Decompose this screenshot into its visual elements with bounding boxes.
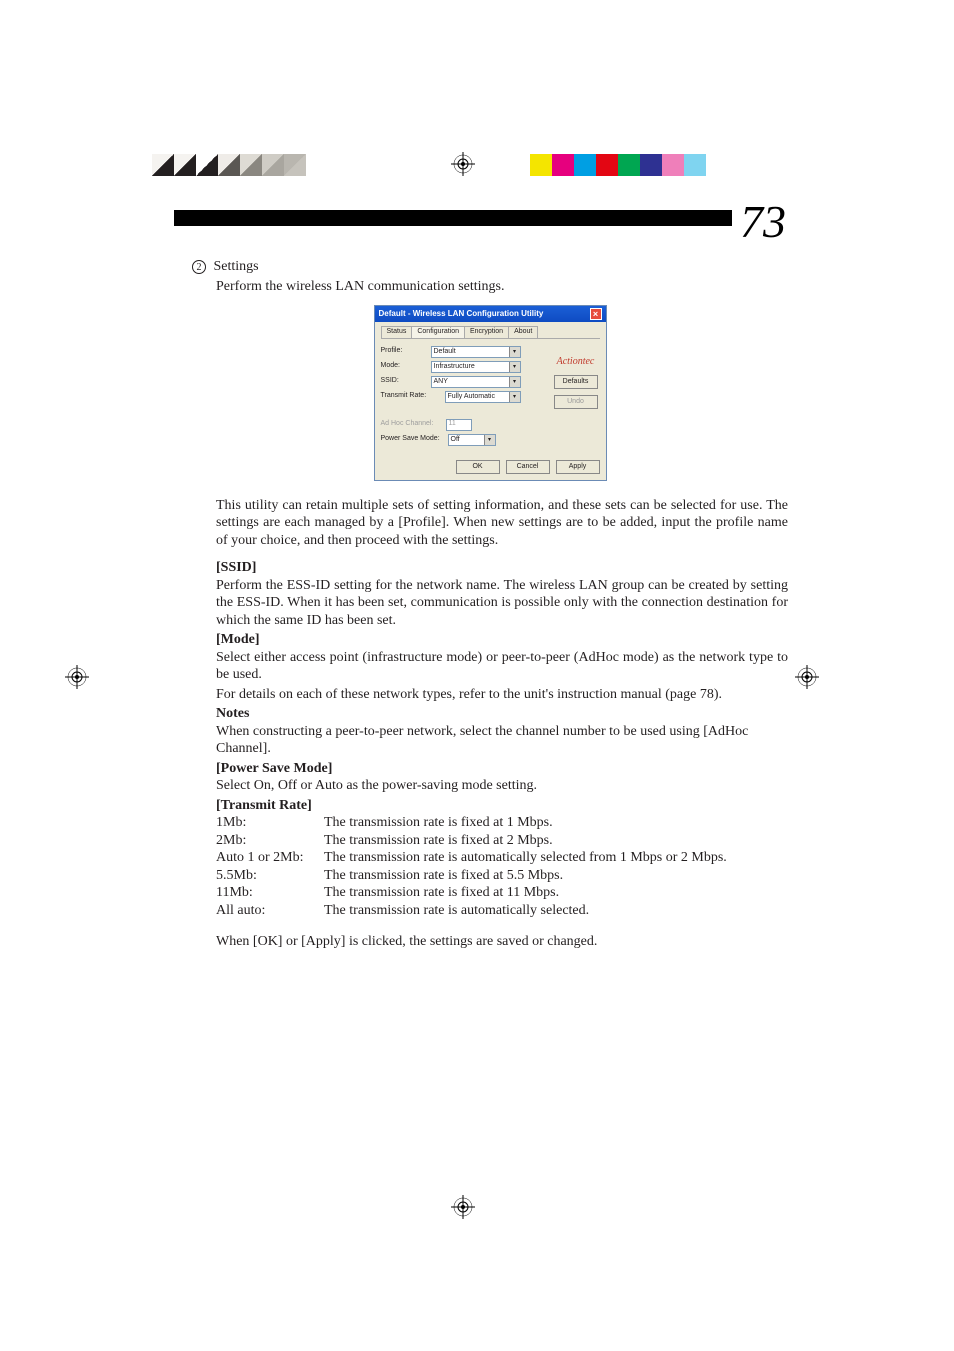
- mode-label: Mode:: [381, 362, 431, 371]
- step-number: 2: [192, 260, 206, 274]
- step-title: Settings: [214, 259, 259, 274]
- txrate-row: All auto:The transmission rate is automa…: [216, 902, 788, 920]
- dialog-title-text: Default - Wireless LAN Configuration Uti…: [379, 309, 544, 319]
- ok-button[interactable]: OK: [456, 460, 500, 474]
- ssid-select[interactable]: ANY▾: [431, 376, 521, 388]
- wlan-config-dialog: Default - Wireless LAN Configuration Uti…: [374, 305, 607, 481]
- color-swatch: [640, 154, 662, 176]
- mode-select[interactable]: Infrastructure▾: [431, 361, 521, 373]
- step-heading: 2 Settings: [192, 258, 788, 276]
- txrate-label: Transmit Rate:: [381, 392, 431, 401]
- dialog-titlebar: Default - Wireless LAN Configuration Uti…: [375, 306, 606, 322]
- notes-heading: Notes: [216, 705, 788, 723]
- txrate-desc: The transmission rate is fixed at 2 Mbps…: [324, 832, 553, 850]
- txrate-label: All auto:: [216, 902, 324, 920]
- profile-select[interactable]: Default▾: [431, 346, 521, 358]
- registration-mark-bottom: [451, 1195, 475, 1219]
- mode-heading: [Mode]: [216, 631, 788, 649]
- color-swatch: [552, 154, 574, 176]
- tab-encryption[interactable]: Encryption: [464, 326, 509, 338]
- page-content: 2 Settings Perform the wireless LAN comm…: [192, 258, 788, 951]
- txrate-desc: The transmission rate is automatically s…: [324, 849, 727, 867]
- txrate-label: Auto 1 or 2Mb:: [216, 849, 324, 867]
- registration-mark-right: [795, 665, 819, 689]
- apply-button[interactable]: Apply: [556, 460, 600, 474]
- chevron-down-icon: ▾: [484, 435, 495, 445]
- intro-paragraph: This utility can retain multiple sets of…: [216, 497, 788, 550]
- chevron-down-icon: ▾: [509, 362, 520, 372]
- mode-text-1: Select either access point (infrastructu…: [216, 649, 788, 684]
- adhoc-label: Ad Hoc Channel:: [381, 420, 446, 429]
- page-number: 73: [732, 195, 786, 248]
- chevron-down-icon: ▾: [509, 377, 520, 387]
- psm-select[interactable]: Off▾: [448, 434, 496, 446]
- txrate-row: 11Mb:The transmission rate is fixed at 1…: [216, 884, 788, 902]
- color-swatch: [684, 154, 706, 176]
- grayscale-swatch: [284, 154, 306, 176]
- registration-mark-top: [451, 152, 475, 176]
- txrate-label: 1Mb:: [216, 814, 324, 832]
- grayscale-swatch: [152, 154, 174, 176]
- mode-text-2: For details on each of these network typ…: [216, 686, 788, 704]
- txrate-desc: The transmission rate is automatically s…: [324, 902, 589, 920]
- txrate-label: 11Mb:: [216, 884, 324, 902]
- grayscale-swatch: [196, 154, 218, 176]
- registration-mark-left: [65, 665, 89, 689]
- grayscale-swatch: [174, 154, 196, 176]
- grayscale-swatch: [218, 154, 240, 176]
- color-swatch: [574, 154, 596, 176]
- adhoc-channel-spinner[interactable]: 11: [446, 419, 472, 431]
- tab-about[interactable]: About: [508, 326, 538, 338]
- defaults-button[interactable]: Defaults: [554, 375, 598, 389]
- step-instruction: Perform the wireless LAN communication s…: [216, 278, 788, 296]
- tab-status[interactable]: Status: [381, 326, 413, 338]
- cancel-button[interactable]: Cancel: [506, 460, 550, 474]
- tab-configuration[interactable]: Configuration: [411, 326, 465, 338]
- txrate-label: 5.5Mb:: [216, 867, 324, 885]
- dialog-tabs: Status Configuration Encryption About: [381, 326, 600, 339]
- undo-button[interactable]: Undo: [554, 395, 598, 409]
- grayscale-swatch: [306, 154, 328, 176]
- chevron-down-icon: ▾: [509, 392, 520, 402]
- color-swatch: [618, 154, 640, 176]
- final-paragraph: When [OK] or [Apply] is clicked, the set…: [216, 933, 788, 951]
- txrate-desc: The transmission rate is fixed at 11 Mbp…: [324, 884, 559, 902]
- brand-logo: Actiontec: [557, 356, 595, 369]
- grayscale-swatch: [240, 154, 262, 176]
- header-bar: [174, 210, 786, 226]
- ssid-heading: [SSID]: [216, 559, 788, 577]
- txrate-heading: [Transmit Rate]: [216, 797, 788, 815]
- txrate-desc: The transmission rate is fixed at 1 Mbps…: [324, 814, 553, 832]
- color-swatch: [596, 154, 618, 176]
- ssid-label: SSID:: [381, 377, 431, 386]
- psm-text: Select On, Off or Auto as the power-savi…: [216, 777, 788, 795]
- color-swatch: [530, 154, 552, 176]
- txrate-row: 1Mb:The transmission rate is fixed at 1 …: [216, 814, 788, 832]
- psm-heading: [Power Save Mode]: [216, 760, 788, 778]
- close-icon[interactable]: ×: [590, 308, 602, 320]
- txrate-row: 2Mb:The transmission rate is fixed at 2 …: [216, 832, 788, 850]
- notes-text: When constructing a peer-to-peer network…: [216, 723, 788, 758]
- txrate-row: 5.5Mb:The transmission rate is fixed at …: [216, 867, 788, 885]
- txrate-select[interactable]: Fully Automatic▾: [445, 391, 521, 403]
- grayscale-swatch: [262, 154, 284, 176]
- color-swatch: [662, 154, 684, 176]
- txrate-desc: The transmission rate is fixed at 5.5 Mb…: [324, 867, 563, 885]
- psm-label: Power Save Mode:: [381, 435, 446, 444]
- txrate-row: Auto 1 or 2Mb:The transmission rate is a…: [216, 849, 788, 867]
- profile-label: Profile:: [381, 347, 431, 356]
- print-color-bars: [0, 154, 954, 176]
- ssid-text: Perform the ESS-ID setting for the netwo…: [216, 577, 788, 630]
- chevron-down-icon: ▾: [509, 347, 520, 357]
- txrate-label: 2Mb:: [216, 832, 324, 850]
